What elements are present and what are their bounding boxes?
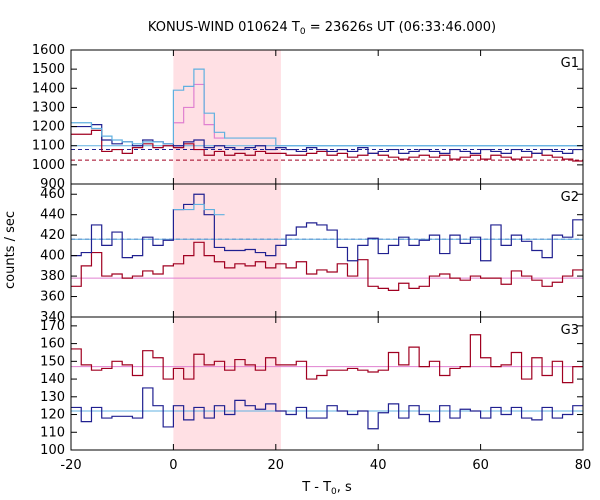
y-tick-label: 440 [40,208,65,223]
y-tick-label: 160 [40,337,65,352]
panel-g3: 100 110 120 130 140 150 160 170 G3 [40,316,584,458]
y-tick-label: 110 [40,425,65,440]
y-tick-label: 420 [40,228,65,243]
y-tick-label: 120 [40,408,65,423]
y-tick-label: 1600 [32,43,65,58]
series-g3-blue [71,387,583,430]
panel-label: G1 [561,56,579,71]
x-axis-label: T - T0, s [301,480,352,497]
x-tick-label: 60 [472,458,489,473]
y-tick-label: 1500 [32,62,65,77]
series-g1-red [71,129,583,162]
panel-label: G2 [561,190,579,205]
y-tick-label: 140 [40,372,65,387]
y-tick-label: 380 [40,269,65,284]
y-tick-label: 460 [40,187,65,202]
y-tick-label: 170 [40,319,65,334]
y-axis-label: counts / sec [3,211,18,289]
panel-label: G3 [561,323,579,338]
y-tick-label: 900 [40,177,65,192]
x-tick-label: 80 [575,458,592,473]
y-tick-label: 1200 [32,120,65,135]
y-tick-label: 1100 [32,139,65,154]
y-tick-label: 1000 [32,158,65,173]
chart-title: KONUS-WIND 010624 T0 = 23626s UT (06:33:… [148,20,496,37]
y-tick-label: 130 [40,390,65,405]
panel-frame [70,183,584,318]
y-tick-label: 340 [40,310,65,325]
y-tick-label: 1400 [32,81,65,96]
series-g2-blue [71,193,583,262]
y-tick-label: 360 [40,290,65,305]
y-tick-label: 100 [40,443,65,458]
x-tick-label: 40 [370,458,387,473]
y-tick-label: 150 [40,354,65,369]
panel-g1: 900 1000 1100 1200 1300 1400 1500 1600 G1 [32,43,584,192]
x-tick-label: 20 [268,458,285,473]
chart-panels: 9001000110012001300140015001600G13403603… [32,43,584,458]
panel-frame [70,316,584,451]
series-g2-cyan [173,203,225,216]
series-g1-cyan [71,68,583,147]
panel-g2: 340 360 380 400 420 440 460 G2 [40,183,584,325]
y-tick-label: 1300 [32,100,65,115]
x-tick-label: -20 [60,458,81,473]
x-axis: -20 0 20 40 60 80 [60,458,591,473]
series-g3-red [71,334,583,384]
series-g2-red [71,241,583,291]
x-tick-label: 0 [169,458,177,473]
y-tick-label: 400 [40,249,65,264]
panel-frame [70,49,584,185]
